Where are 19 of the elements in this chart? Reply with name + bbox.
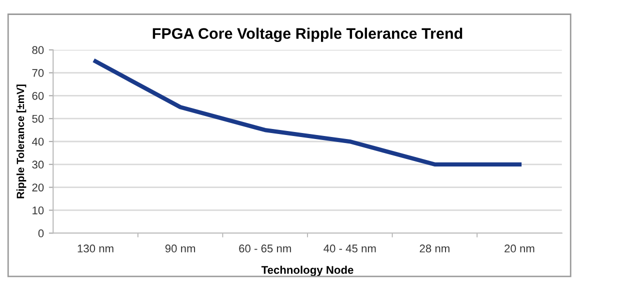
y-tick-label: 40 xyxy=(32,138,44,146)
x-tick-label: 40 - 45 nm xyxy=(324,244,376,252)
y-tick-label: 80 xyxy=(32,46,44,54)
y-tick-label: 30 xyxy=(32,160,44,169)
x-tick-label: 90 nm xyxy=(165,244,196,252)
line-series xyxy=(93,59,522,166)
chart-title: FPGA Core Voltage Ripple Tolerance Trend xyxy=(152,28,462,42)
x-tick-label: 28 nm xyxy=(420,244,450,252)
x-tick-label: 130 nm xyxy=(78,244,114,252)
y-tick-label: 70 xyxy=(32,69,44,77)
y-tick-label: 10 xyxy=(32,206,44,214)
y-tick-label: 50 xyxy=(32,114,44,123)
y-tick-label: 0 xyxy=(38,229,44,238)
y-axis-title: Ripple Tolerance [±mV] xyxy=(16,84,26,198)
x-tick-label: 60 - 65 nm xyxy=(239,244,291,252)
y-tick-label: 60 xyxy=(32,92,44,100)
x-tick-label: 20 nm xyxy=(504,244,534,252)
x-axis-title: Technology Node xyxy=(261,266,354,276)
y-tick-label: 20 xyxy=(32,184,44,192)
